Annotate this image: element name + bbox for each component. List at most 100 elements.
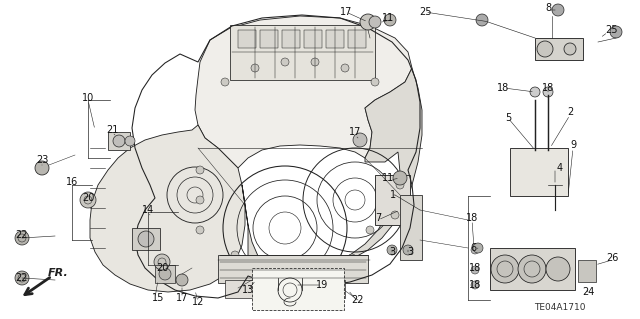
Bar [400,195,422,260]
Text: 11: 11 [382,173,394,183]
Circle shape [251,64,259,72]
Circle shape [476,14,488,26]
Text: 5: 5 [505,113,511,123]
Circle shape [266,288,274,296]
Text: 13: 13 [242,285,254,295]
Text: 20: 20 [156,263,168,273]
Bar [535,38,583,60]
Text: 1: 1 [390,190,396,200]
Bar [218,255,368,283]
Polygon shape [242,68,422,268]
Circle shape [291,268,299,276]
Circle shape [341,64,349,72]
Circle shape [15,231,29,245]
Circle shape [196,196,204,204]
Bar [108,132,130,150]
Circle shape [231,251,239,259]
Circle shape [546,257,570,281]
Text: 23: 23 [36,155,48,165]
Circle shape [311,58,319,66]
Circle shape [369,16,381,28]
Text: 14: 14 [142,205,154,215]
Text: 3: 3 [389,247,395,257]
Circle shape [296,288,304,296]
Circle shape [387,245,397,255]
Text: 8: 8 [545,3,551,13]
Circle shape [471,246,479,254]
Bar [252,268,344,310]
Bar [155,265,175,283]
Circle shape [15,271,29,285]
Circle shape [393,171,407,185]
Text: 3: 3 [407,247,413,257]
Text: 22: 22 [16,273,28,283]
Circle shape [113,135,125,147]
Text: 15: 15 [152,293,164,303]
Circle shape [138,231,154,247]
Circle shape [353,133,367,147]
Circle shape [221,78,229,86]
Text: 6: 6 [470,243,476,253]
Bar [578,260,596,282]
Circle shape [196,226,204,234]
Circle shape [530,87,540,97]
Circle shape [348,254,356,262]
Text: TE04A1710: TE04A1710 [534,303,586,313]
Circle shape [471,281,479,289]
Bar [238,30,256,48]
Bar [326,30,344,48]
Text: 17: 17 [349,127,361,137]
Circle shape [610,26,622,38]
Text: 18: 18 [469,280,481,290]
Text: 4: 4 [557,163,563,173]
Text: 20: 20 [82,193,94,203]
Circle shape [491,255,519,283]
Circle shape [396,181,404,189]
Circle shape [35,161,49,175]
Bar [260,30,278,48]
Text: 9: 9 [570,140,576,150]
Text: 18: 18 [469,263,481,273]
Circle shape [564,43,576,55]
Text: 19: 19 [316,280,328,290]
Bar [510,148,568,196]
Bar [375,175,410,225]
Text: 18: 18 [542,83,554,93]
Circle shape [552,4,564,16]
Bar [304,30,322,48]
Circle shape [321,264,329,272]
Circle shape [366,226,374,234]
Circle shape [80,192,96,208]
Text: 10: 10 [82,93,94,103]
Text: 11: 11 [382,13,394,23]
Text: 22: 22 [16,230,28,240]
Circle shape [154,254,170,270]
Bar [348,30,366,48]
Text: 25: 25 [605,25,618,35]
Text: 18: 18 [466,213,478,223]
Circle shape [371,78,379,86]
Bar [230,25,375,80]
Text: 24: 24 [582,287,594,297]
Circle shape [196,166,204,174]
Text: 12: 12 [192,297,204,307]
Text: 21: 21 [106,125,118,135]
Bar [490,248,575,290]
Circle shape [391,211,399,219]
Circle shape [159,268,171,280]
Circle shape [403,245,413,255]
Text: 18: 18 [497,83,509,93]
Bar [132,228,160,250]
Circle shape [360,14,376,30]
Circle shape [473,243,483,253]
Text: 17: 17 [340,7,352,17]
Circle shape [537,41,553,57]
Bar [282,30,300,48]
Circle shape [261,266,269,274]
Text: 16: 16 [66,177,78,187]
Circle shape [543,87,553,97]
Text: 25: 25 [419,7,431,17]
Polygon shape [195,16,412,168]
Text: 17: 17 [176,293,188,303]
Text: FR.: FR. [48,268,68,278]
